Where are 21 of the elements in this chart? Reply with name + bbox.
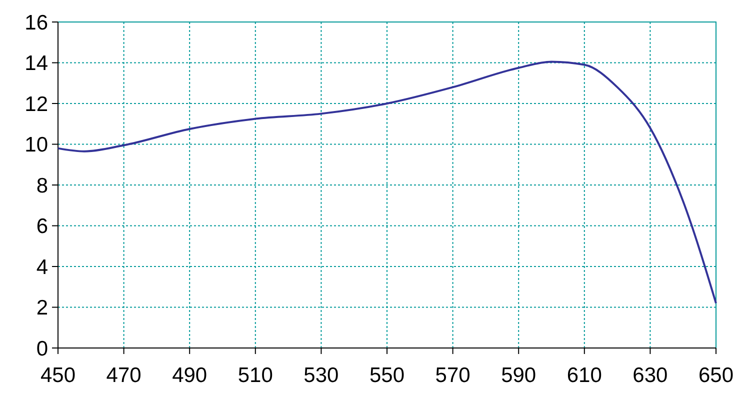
line-series	[57, 60, 717, 304]
y-tick-label: 14	[24, 52, 48, 76]
x-tick-label: 490	[172, 364, 208, 387]
y-tick-label: 0	[36, 337, 48, 360]
y-tick-label: 2	[36, 296, 48, 320]
x-tick-label: 510	[238, 364, 273, 387]
x-tick-label: 450	[40, 364, 76, 387]
y-tick-label: 12	[24, 92, 48, 116]
y-tick-label: 8	[36, 174, 48, 198]
x-tick-label: 610	[566, 364, 602, 387]
x-tick-label: 570	[435, 364, 470, 387]
x-tick-label: 550	[369, 364, 405, 387]
y-tick-label: 4	[36, 256, 48, 279]
x-tick-label: 630	[632, 364, 668, 387]
y-tick-label: 16	[24, 11, 48, 34]
y-tick-label: 10	[24, 134, 48, 157]
x-tick-label: 650	[698, 364, 734, 387]
y-tick-label: 6	[36, 215, 48, 238]
x-tick-label: 470	[106, 364, 142, 387]
x-tick-label: 590	[501, 364, 536, 387]
x-tick-label: 530	[304, 364, 339, 387]
